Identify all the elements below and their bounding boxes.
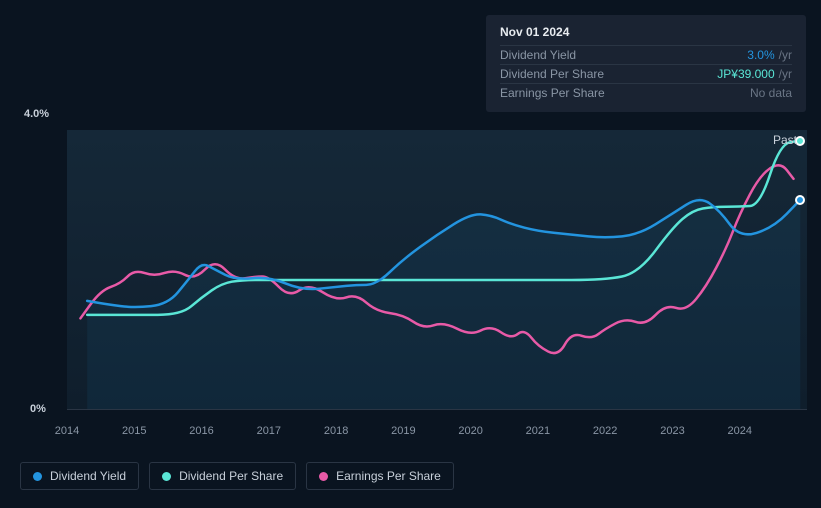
y-axis-labels: 4.0% 0% bbox=[22, 100, 62, 445]
chart-svg bbox=[67, 130, 807, 409]
legend-item-earnings-per-share[interactable]: Earnings Per Share bbox=[306, 462, 454, 490]
legend-dot-icon bbox=[319, 472, 328, 481]
x-axis-labels: 2014201520162017201820192020202120222023… bbox=[67, 425, 807, 445]
legend-label: Dividend Per Share bbox=[179, 469, 283, 483]
tooltip-value-wrap: No data bbox=[750, 86, 792, 100]
legend-item-dividend-yield[interactable]: Dividend Yield bbox=[20, 462, 139, 490]
legend-dot-icon bbox=[33, 472, 42, 481]
chart-plot[interactable]: Past bbox=[67, 130, 807, 410]
tooltip-row: Dividend Per Share JP¥39.000/yr bbox=[500, 64, 792, 83]
past-label: Past bbox=[773, 133, 797, 147]
tooltip-value: 3.0% bbox=[747, 48, 774, 62]
tooltip-value: JP¥39.000 bbox=[717, 67, 774, 81]
legend: Dividend Yield Dividend Per Share Earnin… bbox=[20, 462, 454, 490]
y-axis-top-label: 4.0% bbox=[24, 108, 49, 120]
tooltip-label: Earnings Per Share bbox=[500, 86, 605, 100]
tooltip-date: Nov 01 2024 bbox=[500, 25, 792, 39]
legend-item-dividend-per-share[interactable]: Dividend Per Share bbox=[149, 462, 296, 490]
tooltip-value-wrap: JP¥39.000/yr bbox=[717, 67, 792, 81]
hover-tooltip: Nov 01 2024 Dividend Yield 3.0% /yr Divid… bbox=[486, 15, 806, 112]
chart-area: 4.0% 0% Past 201420152016201720182019202… bbox=[22, 100, 807, 445]
legend-label: Dividend Yield bbox=[50, 469, 126, 483]
legend-label: Earnings Per Share bbox=[336, 469, 441, 483]
tooltip-suffix: /yr bbox=[779, 48, 792, 62]
tooltip-label: Dividend Per Share bbox=[500, 67, 604, 81]
tooltip-row: Earnings Per Share No data bbox=[500, 83, 792, 102]
tooltip-row: Dividend Yield 3.0% /yr bbox=[500, 45, 792, 64]
y-axis-bottom-label: 0% bbox=[30, 403, 46, 415]
tooltip-suffix: /yr bbox=[779, 67, 792, 81]
tooltip-value-wrap: 3.0% /yr bbox=[747, 48, 792, 62]
legend-dot-icon bbox=[162, 472, 171, 481]
tooltip-label: Dividend Yield bbox=[500, 48, 576, 62]
tooltip-value: No data bbox=[750, 86, 792, 100]
